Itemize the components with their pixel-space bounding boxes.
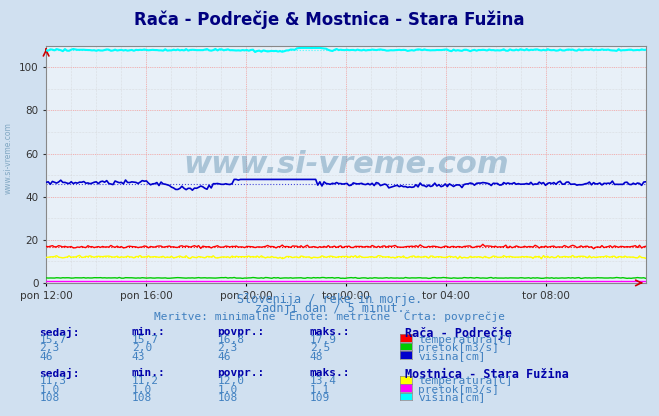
Text: 1,1: 1,1: [310, 385, 330, 395]
Text: 1,0: 1,0: [132, 385, 152, 395]
Text: 108: 108: [132, 393, 152, 403]
Text: pretok[m3/s]: pretok[m3/s]: [418, 385, 500, 395]
Text: 43: 43: [132, 352, 145, 362]
Text: 15,7: 15,7: [40, 335, 67, 345]
Text: 1,0: 1,0: [40, 385, 60, 395]
Text: 15,7: 15,7: [132, 335, 159, 345]
Text: sedaj:: sedaj:: [40, 368, 80, 379]
Text: 2,0: 2,0: [132, 343, 152, 353]
Text: www.si-vreme.com: www.si-vreme.com: [3, 122, 13, 194]
Text: 109: 109: [310, 393, 330, 403]
Text: pretok[m3/s]: pretok[m3/s]: [418, 343, 500, 353]
Text: povpr.:: povpr.:: [217, 368, 265, 378]
Text: Meritve: minimalne  Enote: metrične  Črta: povprečje: Meritve: minimalne Enote: metrične Črta:…: [154, 310, 505, 322]
Text: 2,5: 2,5: [310, 343, 330, 353]
Text: temperatura[C]: temperatura[C]: [418, 376, 513, 386]
Text: maks.:: maks.:: [310, 327, 350, 337]
Text: 108: 108: [40, 393, 60, 403]
Text: 2,3: 2,3: [40, 343, 60, 353]
Text: višina[cm]: višina[cm]: [418, 393, 486, 404]
Text: 11,3: 11,3: [40, 376, 67, 386]
Text: Rača - Podrečje: Rača - Podrečje: [405, 327, 512, 339]
Text: 13,4: 13,4: [310, 376, 337, 386]
Text: Mostnica - Stara Fužina: Mostnica - Stara Fužina: [405, 368, 569, 381]
Text: zadnji dan / 5 minut.: zadnji dan / 5 minut.: [254, 302, 405, 314]
Text: 12,0: 12,0: [217, 376, 244, 386]
Text: 46: 46: [217, 352, 231, 362]
Text: višina[cm]: višina[cm]: [418, 352, 486, 362]
Text: min.:: min.:: [132, 368, 165, 378]
Text: 2,3: 2,3: [217, 343, 238, 353]
Text: Rača - Podrečje & Mostnica - Stara Fužina: Rača - Podrečje & Mostnica - Stara Fužin…: [134, 10, 525, 29]
Text: min.:: min.:: [132, 327, 165, 337]
Text: sedaj:: sedaj:: [40, 327, 80, 338]
Text: 11,2: 11,2: [132, 376, 159, 386]
Text: 46: 46: [40, 352, 53, 362]
Text: 17,9: 17,9: [310, 335, 337, 345]
Text: Slovenija / reke in morje.: Slovenija / reke in morje.: [237, 293, 422, 306]
Text: temperatura[C]: temperatura[C]: [418, 335, 513, 345]
Text: 16,8: 16,8: [217, 335, 244, 345]
Text: 108: 108: [217, 393, 238, 403]
Text: maks.:: maks.:: [310, 368, 350, 378]
Text: www.si-vreme.com: www.si-vreme.com: [183, 150, 509, 179]
Text: 48: 48: [310, 352, 323, 362]
Text: 1,0: 1,0: [217, 385, 238, 395]
Text: povpr.:: povpr.:: [217, 327, 265, 337]
